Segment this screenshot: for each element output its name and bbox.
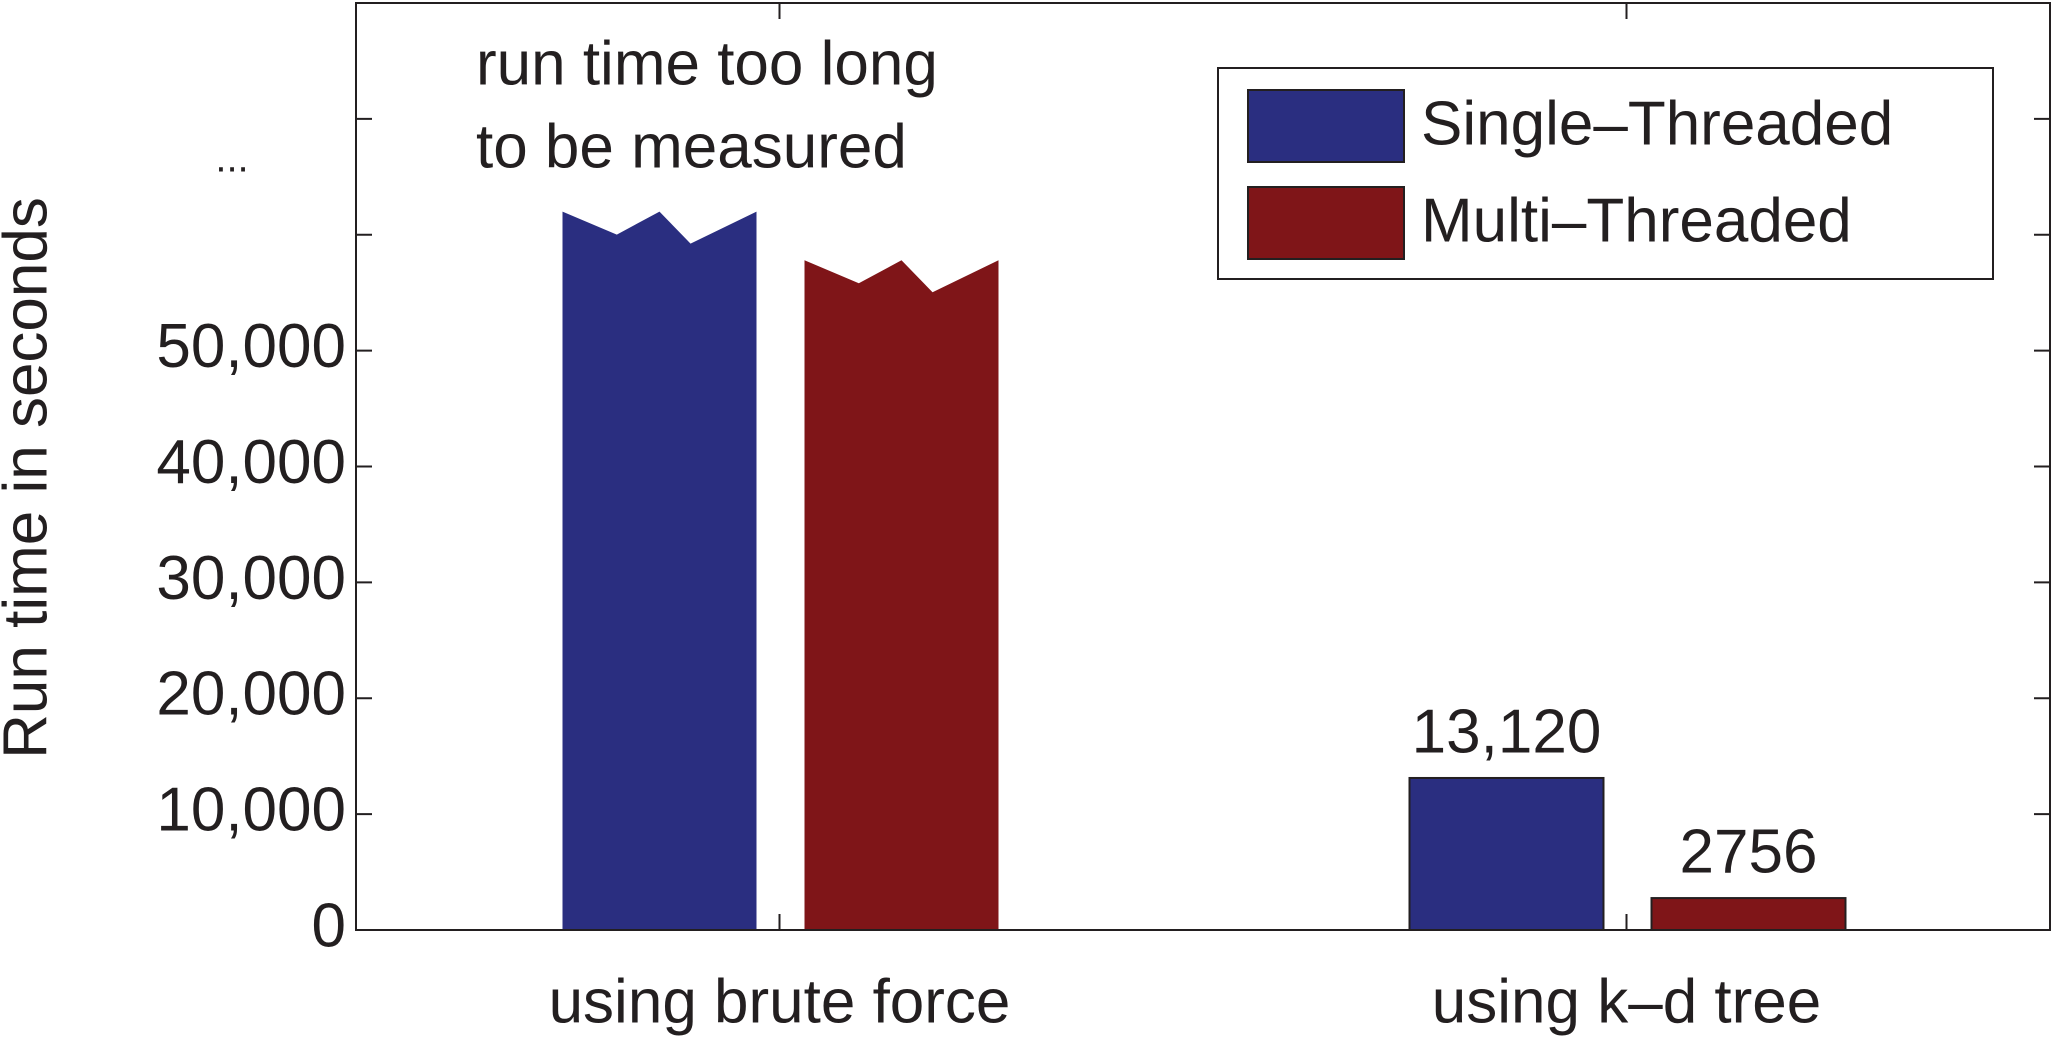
y-tick-label: ...: [215, 136, 248, 180]
y-tick-label: 30,000: [156, 544, 346, 613]
x-tick-label: using brute force: [549, 967, 1011, 1036]
y-axis-label: Run time in seconds: [0, 197, 60, 759]
bar: [1650, 897, 1847, 932]
annotation: run time too long: [476, 29, 938, 98]
y-tick-label: 50,000: [156, 312, 346, 381]
value-label: 13,120: [1412, 697, 1602, 766]
plot-frame: [355, 2, 2051, 931]
broken-bar: [804, 260, 999, 930]
broken-bar: [562, 211, 757, 930]
legend-label: Multi–Threaded: [1421, 186, 1852, 255]
y-tick-label: 20,000: [156, 660, 346, 729]
bar: [1408, 776, 1605, 931]
y-tick-label: 10,000: [156, 776, 346, 845]
x-tick-label: using k–d tree: [1432, 967, 1821, 1036]
y-tick-label: 40,000: [156, 428, 346, 497]
y-tick-label: 0: [312, 891, 346, 960]
legend-label: Single–Threaded: [1421, 89, 1893, 158]
value-label: 2756: [1680, 817, 1818, 886]
legend-swatch: [1247, 89, 1405, 163]
annotation: to be measured: [476, 112, 907, 181]
legend-swatch: [1247, 186, 1405, 260]
